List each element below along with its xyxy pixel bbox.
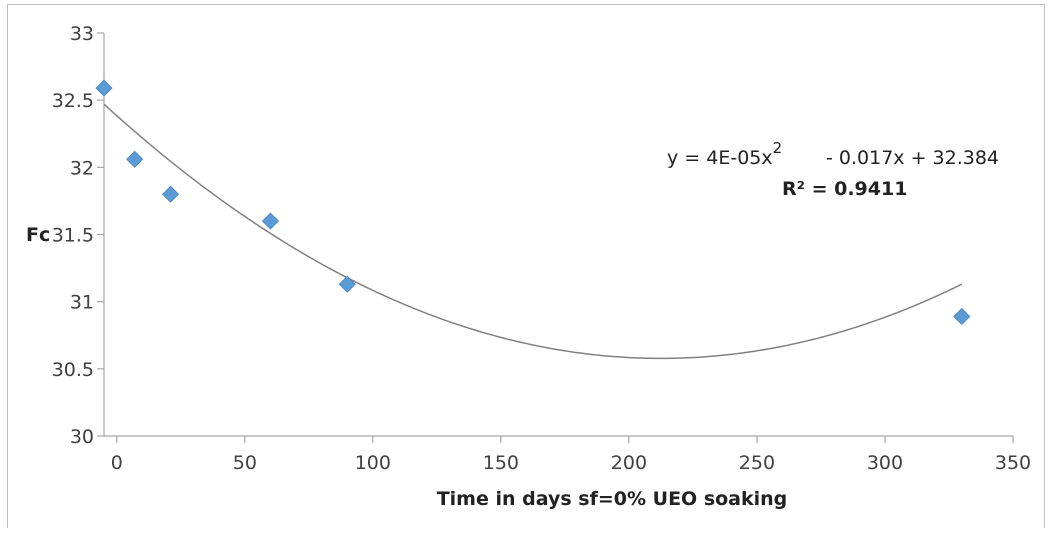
x-tick-label: 100 <box>355 452 391 474</box>
data-point <box>261 212 280 230</box>
r-squared-label: R² = 0.9411 <box>782 178 907 200</box>
trendline-curve <box>103 103 963 360</box>
x-axis-title: Time in days sf=0% UEO soaking <box>437 488 788 510</box>
trendline-equation-rest: - 0.017x + 32.384 <box>826 147 999 169</box>
trendline-equation-exponent: 2 <box>773 139 783 157</box>
x-tick-label: 250 <box>739 452 775 474</box>
x-tick-label: 200 <box>611 452 647 474</box>
x-tick-label: 0 <box>111 452 123 474</box>
data-point <box>953 307 971 326</box>
data-point <box>126 150 144 168</box>
trendline-equation-main: y = 4E-05x <box>667 147 773 169</box>
y-tick-label: 33 <box>70 23 94 45</box>
x-tick-label: 300 <box>867 452 903 474</box>
data-point <box>95 79 113 97</box>
x-tick-label: 350 <box>995 452 1031 474</box>
axes: 30 30.5 31 31.5 32 32.5 33 0 50 100 150 200 250 300 35… <box>52 23 1031 474</box>
x-tick-label: 150 <box>483 452 519 474</box>
data-point <box>162 185 180 203</box>
y-axis-title: Fc <box>26 224 50 246</box>
y-tick-label: 30 <box>70 426 94 448</box>
y-tick-label: 32 <box>70 157 94 179</box>
y-tick-label: 30.5 <box>52 359 94 381</box>
y-tick-label: 32.5 <box>52 90 94 112</box>
data-points <box>95 79 971 326</box>
trendline <box>103 103 963 360</box>
chart-frame <box>7 4 1045 528</box>
x-tick-label: 50 <box>233 452 257 474</box>
trendline-equation: y = 4E-05x2 <box>667 139 782 169</box>
y-tick-label: 31 <box>70 292 94 314</box>
data-point <box>338 275 356 293</box>
y-tick-label: 31.5 <box>52 225 94 247</box>
